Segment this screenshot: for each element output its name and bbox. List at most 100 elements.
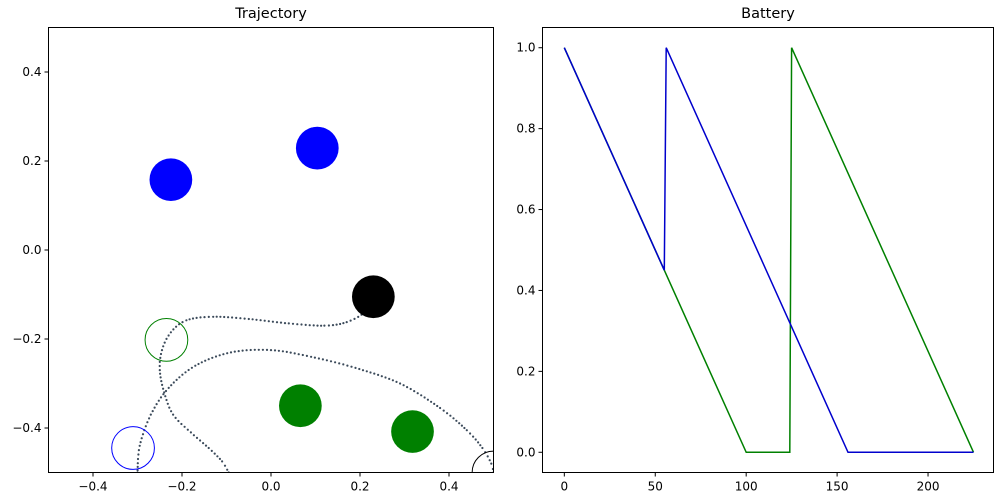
obstacle-disc: [279, 384, 322, 428]
trajectory-point: [189, 431, 192, 434]
trajectory-point: [174, 416, 177, 419]
trajectory-point: [212, 315, 215, 318]
trajectory-point: [136, 457, 140, 461]
trajectory-point: [460, 424, 463, 427]
trajectory-point: [172, 381, 175, 384]
trajectory-point: [221, 460, 224, 463]
trajectory-point: [187, 368, 190, 372]
trajectory-point: [223, 315, 226, 319]
battery-series-line: [563, 47, 975, 454]
trajectory-point: [384, 376, 387, 379]
trajectory-point: [402, 384, 405, 387]
trajectory-point: [353, 317, 356, 320]
trajectory-point: [226, 468, 229, 471]
battery-plot-frame: [542, 27, 994, 473]
trajectory-point: [229, 351, 233, 354]
trajectory-path: [136, 348, 494, 473]
trajectory-point: [488, 459, 491, 462]
y-tick-label: 0.6: [516, 203, 535, 217]
trajectory-point: [184, 371, 187, 374]
obstacle-disc: [351, 275, 395, 319]
trajectory-point: [316, 324, 319, 327]
trajectory-point: [409, 387, 412, 391]
trajectory-point: [442, 409, 445, 412]
trajectory-point: [406, 386, 409, 389]
trajectory-point: [158, 360, 161, 363]
trajectory-point: [335, 323, 338, 326]
trajectory-point: [317, 357, 320, 360]
trajectory-point: [474, 438, 477, 441]
x-tick-label: 0.4: [439, 480, 458, 494]
trajectory-point: [339, 322, 342, 326]
trajectory-point: [195, 316, 198, 319]
trajectory-point: [194, 364, 197, 367]
trajectory-point: [155, 403, 158, 406]
trajectory-point: [395, 380, 398, 383]
trajectory-point: [296, 323, 299, 326]
trajectory-point: [334, 361, 337, 364]
trajectory-point: [188, 318, 191, 321]
trajectory-point: [312, 324, 315, 327]
y-tick-label: 0.0: [516, 445, 535, 459]
trajectory-point: [213, 452, 216, 455]
trajectory-point: [436, 404, 439, 408]
trajectory-point: [304, 323, 307, 326]
trajectory-point: [165, 337, 168, 340]
trajectory-point: [137, 449, 140, 452]
trajectory-point: [137, 453, 140, 456]
trajectory-point: [191, 317, 195, 320]
x-tick-label: 100: [735, 480, 758, 494]
trajectory-point: [231, 316, 234, 319]
trajectory-point: [377, 373, 380, 376]
trajectory-point: [357, 315, 360, 318]
trajectory-point: [235, 316, 238, 319]
trajectory-path: [158, 295, 375, 473]
trajectory-point: [203, 316, 206, 319]
trajectory-point: [138, 444, 141, 447]
trajectory-point: [346, 364, 349, 367]
trajectory-point: [479, 444, 482, 447]
trajectory-point: [283, 322, 287, 325]
trajectory-point: [265, 348, 269, 351]
trajectory-point: [358, 367, 361, 371]
trajectory-point: [255, 318, 258, 321]
trajectory-point: [293, 352, 296, 355]
obstacle-disc: [295, 126, 339, 170]
trajectory-point: [207, 446, 210, 450]
trajectory-title: Trajectory: [234, 6, 307, 22]
y-tick-label: 1.0: [516, 41, 535, 55]
trajectory-point: [168, 406, 171, 409]
trajectory-point: [148, 417, 151, 420]
trajectory-point: [289, 351, 292, 354]
y-tick-label: 0.2: [516, 364, 535, 378]
target-ring: [144, 318, 189, 362]
trajectory-point: [159, 396, 163, 399]
trajectory-point: [163, 341, 166, 344]
trajectory-point: [158, 369, 161, 372]
trajectory-point: [327, 324, 330, 327]
target-ring: [111, 426, 155, 470]
trajectory-point: [245, 349, 248, 352]
trajectory-point: [472, 435, 475, 438]
x-tick-label: 0.2: [350, 480, 369, 494]
battery-title: Battery: [741, 6, 795, 22]
trajectory-point: [380, 375, 383, 378]
trajectory-point: [277, 349, 280, 352]
trajectory-point: [313, 356, 316, 359]
trajectory-point: [345, 321, 348, 324]
trajectory-point: [257, 348, 260, 351]
trajectory-point: [200, 361, 203, 364]
trajectory-point: [452, 417, 455, 420]
trajectory-point: [172, 328, 175, 331]
trajectory-point: [241, 349, 244, 352]
trajectory-point: [195, 436, 199, 439]
obstacle-disc: [149, 158, 193, 202]
x-tick-label: −0.2: [167, 480, 196, 494]
trajectory-point: [226, 352, 229, 355]
trajectory-point: [160, 349, 164, 352]
y-tick-label: 0.4: [22, 65, 41, 79]
trajectory-point: [329, 360, 333, 363]
trajectory-point: [215, 315, 218, 318]
trajectory-point: [167, 334, 170, 337]
